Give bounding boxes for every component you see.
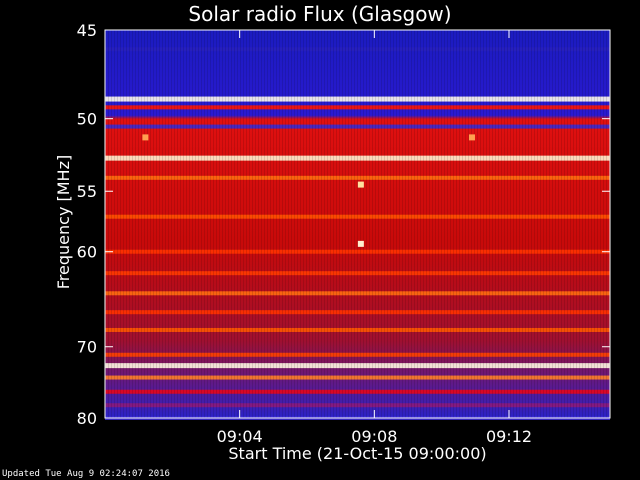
burst-event [468, 134, 475, 141]
x-tick-label: 09:08 [351, 427, 397, 446]
plot-frame [104, 29, 611, 419]
axes: 45 50 55 60 70 80 09:04 09:08 09:12 [77, 21, 610, 446]
texture-overlay [105, 30, 610, 418]
y-tick-label: 60 [77, 243, 97, 262]
y-axis-label: Frequency [MHz] [54, 154, 73, 290]
burst-event [142, 134, 149, 141]
y-tick-label: 45 [77, 21, 97, 40]
chart-title: Solar radio Flux (Glasgow) [188, 2, 452, 26]
y-tick-label: 70 [77, 338, 97, 357]
burst-event [357, 181, 364, 188]
y-tick-label: 80 [77, 409, 97, 428]
footer-updated: Updated Tue Aug 9 02:24:07 2016 [2, 469, 170, 479]
plot-area [105, 30, 610, 420]
x-tick-label: 09:04 [217, 427, 263, 446]
y-tick-label: 50 [77, 110, 97, 129]
x-tick-label: 09:12 [486, 427, 532, 446]
x-axis-label: Start Time (21-Oct-15 09:00:00) [228, 444, 487, 463]
y-tick-label: 55 [77, 182, 97, 201]
burst-event [357, 240, 364, 247]
